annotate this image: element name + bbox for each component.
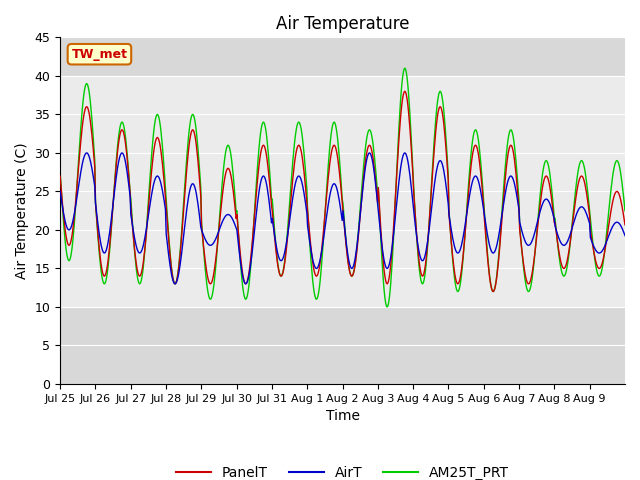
Bar <box>60 76 625 307</box>
Title: Air Temperature: Air Temperature <box>276 15 410 33</box>
X-axis label: Time: Time <box>326 409 360 423</box>
Legend: PanelT, AirT, AM25T_PRT: PanelT, AirT, AM25T_PRT <box>171 460 515 480</box>
Y-axis label: Air Temperature (C): Air Temperature (C) <box>15 143 29 279</box>
Text: TW_met: TW_met <box>72 48 127 61</box>
